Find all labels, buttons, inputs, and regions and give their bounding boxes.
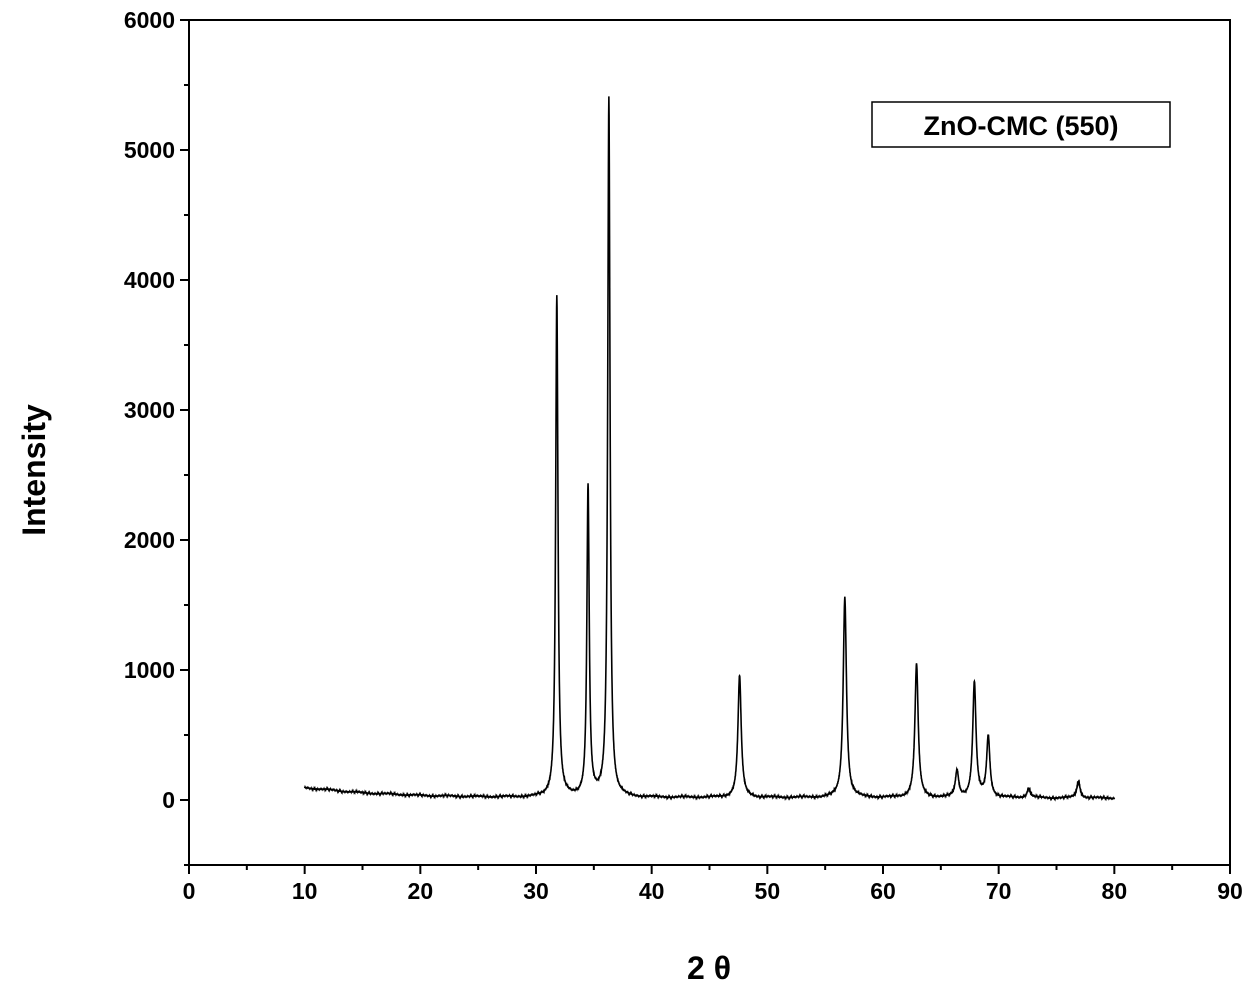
y-tick-label: 0 [162,787,175,813]
x-axis: 0 10 20 30 40 50 60 70 80 90 [183,865,1243,904]
x-tick-label: 50 [755,878,781,904]
y-tick-label: 6000 [124,7,175,33]
y-axis: 0 1000 2000 3000 4000 5000 6000 [124,7,189,866]
x-tick-label: 70 [986,878,1012,904]
x-tick-label: 20 [408,878,434,904]
x-tick-label: 10 [292,878,318,904]
x-tick-label: 0 [183,878,196,904]
x-tick-label: 60 [870,878,896,904]
legend-box [871,101,1171,148]
y-axis-label: Intensity [16,404,52,536]
y-tick-label: 5000 [124,137,175,163]
series-line-zno-cmc [303,96,1116,802]
legend: ZnO-CMC (550) [871,101,1171,148]
x-axis-label: 2 θ [687,950,731,986]
y-tick-label: 4000 [124,267,175,293]
y-tick-label: 1000 [124,657,175,683]
x-tick-label: 40 [639,878,665,904]
y-tick-label: 2000 [124,527,175,553]
legend-label: ZnO-CMC (550) [924,111,1119,141]
y-tick-label: 3000 [124,397,175,423]
x-tick-label: 30 [523,878,549,904]
x-tick-label: 80 [1102,878,1128,904]
x-tick-label: 90 [1217,878,1243,904]
